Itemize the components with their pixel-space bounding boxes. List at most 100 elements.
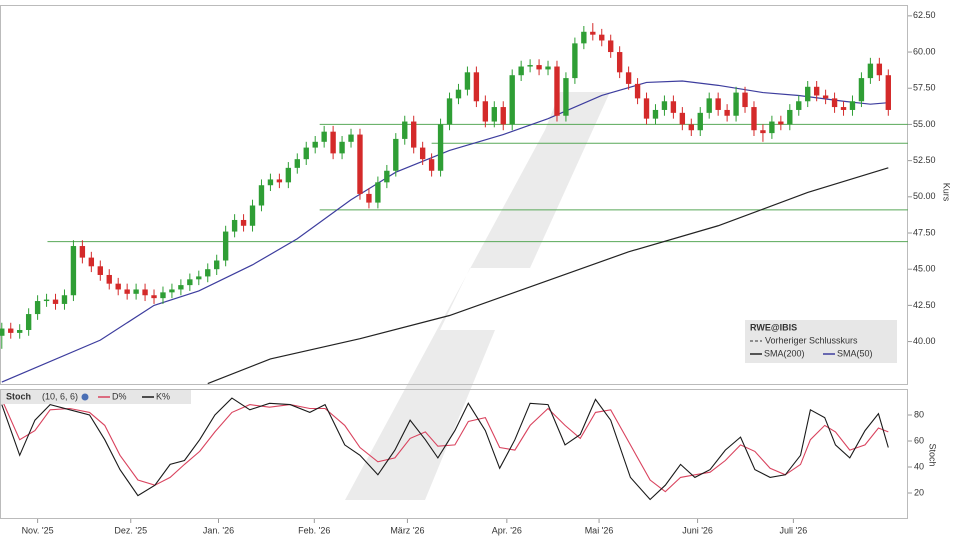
candle-body — [733, 92, 739, 116]
candle-body — [169, 289, 175, 293]
y-axis-label: Kurs — [942, 183, 952, 202]
candle-body — [867, 63, 874, 79]
legend-label: SMA(50) — [837, 348, 873, 358]
legend-label: SMA(200) — [764, 348, 805, 358]
candle-body — [840, 107, 847, 110]
stoch-header — [1, 390, 191, 404]
candle-body — [473, 72, 480, 102]
stoch-title: Stoch — [6, 391, 31, 401]
candle-body — [509, 75, 515, 125]
candle-body — [187, 279, 193, 286]
candle-body — [222, 231, 229, 261]
candle-body — [805, 86, 811, 102]
candle-body — [688, 124, 694, 131]
candle-body — [616, 52, 623, 73]
y-tick-label: 42.50 — [913, 300, 936, 310]
main-frame — [0, 5, 908, 385]
candle-body — [581, 31, 587, 44]
candle-body — [437, 124, 444, 171]
candle-body — [563, 78, 569, 116]
candle-body — [357, 134, 363, 194]
candle-body — [670, 101, 677, 113]
candle-body — [214, 260, 220, 270]
y-tick-label: 47.50 — [913, 227, 936, 237]
candle-body — [661, 101, 668, 110]
candle-body — [411, 121, 417, 148]
candle-body — [321, 131, 327, 142]
candle-body — [205, 269, 211, 277]
candle-body — [455, 89, 462, 99]
y-tick-label: 62.50 — [913, 10, 936, 20]
x-tick-label: Dez. '25 — [114, 525, 147, 535]
stoch-frame — [0, 389, 908, 519]
candle-body — [760, 130, 766, 134]
candle-body — [231, 219, 238, 232]
candle-body — [625, 72, 632, 84]
x-tick-label: Juni '26 — [682, 525, 713, 535]
candle-body — [554, 66, 560, 116]
candle-body — [634, 83, 641, 99]
candle-body — [428, 159, 435, 171]
stoch-plot — [1, 397, 889, 501]
candle-body — [796, 101, 802, 110]
candle-body — [348, 134, 354, 142]
annotations: 40.00 42.50 45.00 47.50 50.00 52.50 55.00 57.50… — [1, 10, 952, 535]
candle-body — [178, 285, 184, 290]
legend-box — [745, 320, 897, 363]
candle-body — [34, 301, 41, 315]
candle-body — [778, 121, 784, 125]
candle-body — [124, 289, 130, 294]
y-tick-label: 52.50 — [913, 155, 936, 165]
candle-body — [724, 109, 730, 116]
candle-body — [491, 107, 497, 122]
x-tick-label: Feb. '26 — [298, 525, 330, 535]
legend-label: K% — [156, 391, 170, 401]
candle-body — [142, 289, 148, 296]
candle-body — [876, 63, 883, 76]
candle-body — [366, 193, 372, 203]
candle-body — [572, 43, 578, 79]
y-tick-label: 80 — [914, 409, 924, 419]
y-tick-label: 60.00 — [913, 46, 936, 56]
candle-body — [393, 138, 399, 171]
candle-body — [769, 121, 775, 134]
candle-body — [464, 72, 471, 90]
candle-body — [240, 219, 247, 226]
x-tick-label: Jan. '26 — [203, 525, 234, 535]
candle-body — [697, 112, 703, 131]
candle-body — [0, 328, 5, 336]
candle-body — [787, 109, 793, 125]
y-tick-label: 57.50 — [913, 83, 936, 93]
candle-body — [527, 65, 533, 67]
candle-body — [751, 107, 757, 131]
candle-body — [384, 170, 390, 183]
candle-body — [482, 101, 489, 122]
moving-average-line — [207, 167, 889, 385]
candle-body — [285, 167, 292, 183]
watermark-shape — [345, 92, 610, 500]
y-tick-label: 55.00 — [913, 119, 936, 129]
candle-body — [643, 98, 650, 119]
candle-body — [885, 75, 891, 110]
candle-body — [339, 141, 345, 154]
candle-body — [160, 292, 166, 299]
stoch-line — [1, 397, 889, 501]
candle-body — [133, 289, 139, 294]
candle-body — [88, 257, 95, 267]
candle-body — [813, 86, 820, 96]
x-tick-label: Mai '26 — [585, 525, 614, 535]
candle-body — [267, 179, 274, 186]
candle-body — [276, 179, 283, 183]
candle-body — [536, 65, 542, 70]
candle-body — [590, 31, 596, 35]
candle-body — [706, 98, 712, 113]
candle-body — [500, 107, 506, 125]
y-tick-label: 45.00 — [913, 264, 936, 274]
stoch-params: (10, 6, 6) — [42, 391, 78, 401]
candle-body — [8, 328, 14, 333]
legend-label: D% — [112, 391, 127, 401]
candle-body — [294, 159, 300, 168]
candle-body — [79, 246, 86, 258]
candle-body — [375, 182, 381, 203]
